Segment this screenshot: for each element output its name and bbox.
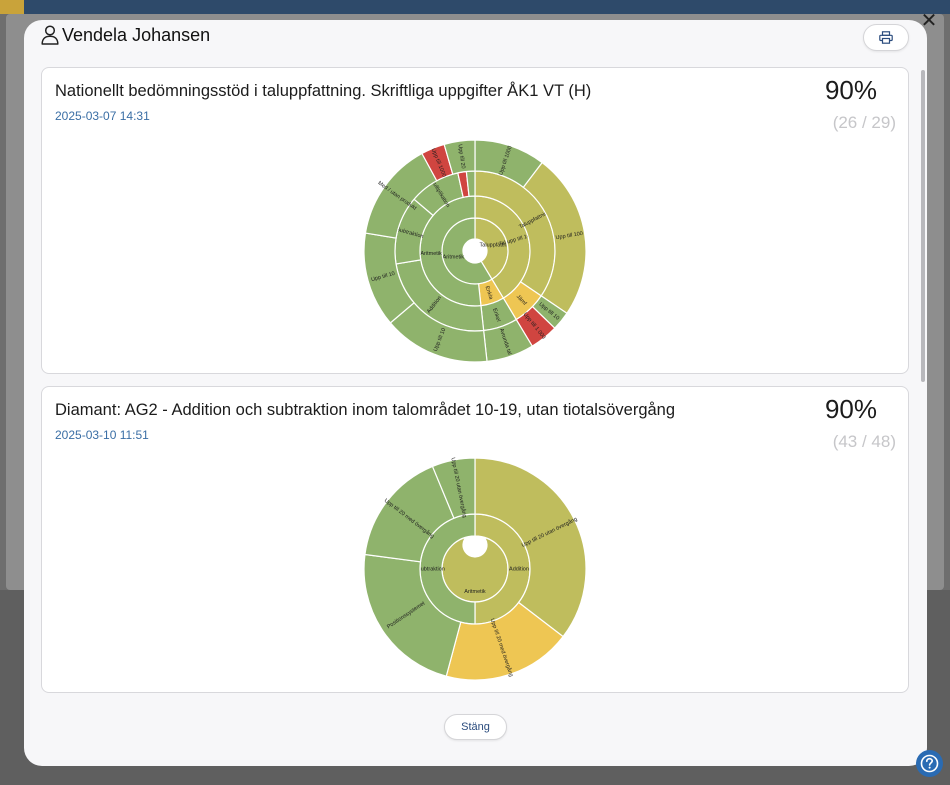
app-logo: [0, 0, 24, 14]
sunburst-label: Enkel: [491, 308, 501, 323]
result-fraction: (43 / 48): [832, 432, 896, 451]
result-title: Diamant: AG2 - Addition och subtraktion …: [55, 401, 676, 419]
sunburst-label: Upp till 20: [456, 144, 465, 169]
app-topbar: [0, 0, 950, 14]
sunburst-label: Aritmetik: [420, 251, 442, 257]
result-title: Nationellt bedömningsstöd i taluppfattni…: [55, 82, 592, 100]
modal-title: Vendela Johansen: [62, 25, 211, 45]
sunburst-label: Upp till 100: [555, 231, 583, 241]
sunburst-segment[interactable]: [431, 457, 476, 519]
result-fraction: (26 / 29): [832, 113, 896, 132]
result-card: Nationellt bedömningsstöd i taluppfattni…: [41, 67, 909, 374]
sunburst-label: Aritmetik: [464, 589, 486, 595]
results-list[interactable]: Nationellt bedömningsstöd i taluppfattni…: [24, 60, 927, 710]
sunburst-label: Aritmetik: [443, 254, 465, 260]
sunburst-label: Enkla: [484, 285, 494, 301]
scrollbar[interactable]: [921, 70, 925, 382]
result-date: 2025-03-10 11:51: [55, 428, 149, 442]
sunburst-label: Subtraktion: [417, 566, 445, 572]
close-button[interactable]: Stäng: [444, 714, 507, 740]
sunburst-segment[interactable]: [443, 139, 476, 175]
result-percent: 90%: [824, 394, 877, 424]
close-icon[interactable]: ✕: [920, 10, 938, 32]
sunburst-segment[interactable]: [363, 553, 462, 677]
help-icon: [920, 754, 939, 773]
modal-header: Vendela Johansen: [24, 20, 927, 60]
print-button[interactable]: [863, 24, 909, 51]
printer-icon: [879, 31, 893, 44]
student-results-modal: Vendela Johansen Nationellt bedömningsst…: [24, 20, 927, 766]
user-icon: [41, 25, 59, 45]
sunburst-label: Addition: [509, 566, 529, 572]
result-card: Diamant: AG2 - Addition och subtraktion …: [41, 386, 909, 693]
sunburst-segment[interactable]: [474, 457, 587, 638]
result-date: 2025-03-07 14:31: [55, 109, 150, 123]
sunburst-label: Taluppfattning: [480, 242, 514, 248]
result-percent: 90%: [824, 75, 877, 105]
help-button[interactable]: [916, 750, 943, 777]
